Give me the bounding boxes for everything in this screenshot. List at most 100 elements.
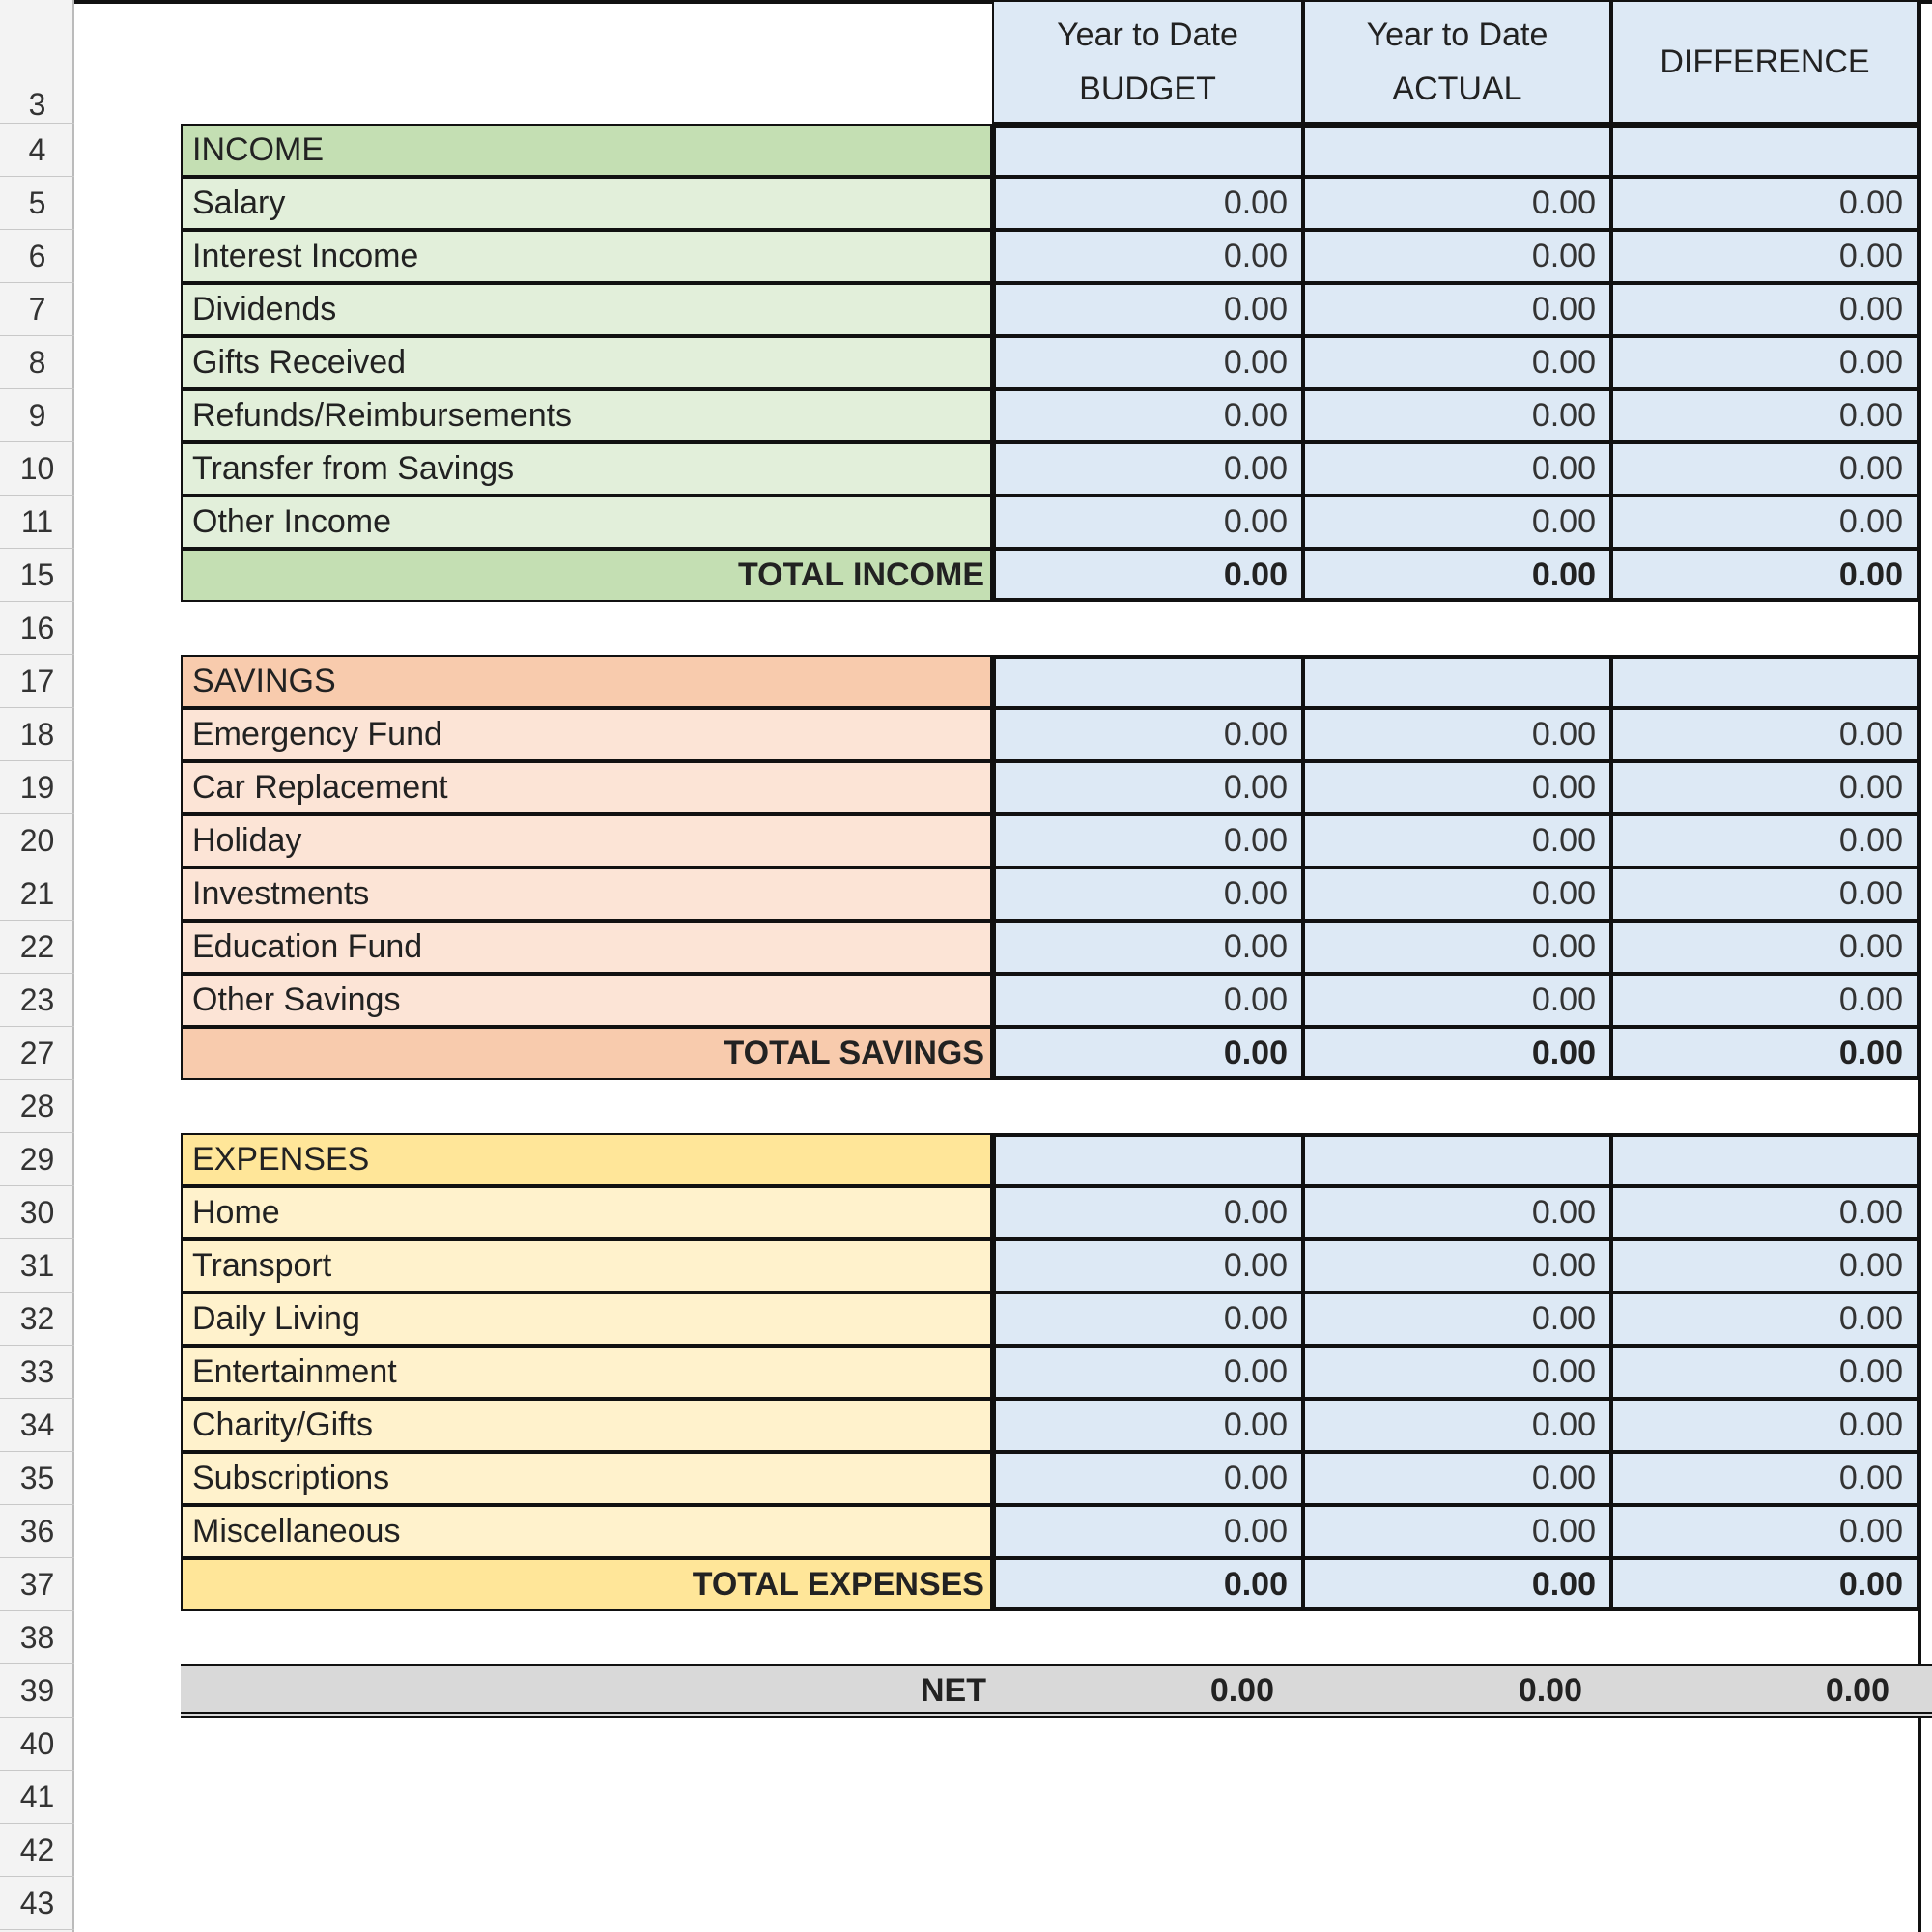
row-number: 34 — [0, 1399, 74, 1452]
row-number: 11 — [0, 496, 74, 549]
value-cell[interactable]: 0.00 — [1303, 1186, 1611, 1239]
header-text: DIFFERENCE — [1660, 43, 1870, 80]
value-cell[interactable]: 0.00 — [1303, 1346, 1611, 1399]
total-value: 0.00 — [1611, 1027, 1918, 1080]
value-cell[interactable]: 0.00 — [1611, 974, 1918, 1027]
value-cell[interactable]: 0.00 — [992, 1399, 1303, 1452]
value-cell[interactable]: 0.00 — [992, 496, 1303, 549]
value-cell[interactable]: 0.00 — [1303, 761, 1611, 814]
row-label: Investments — [181, 867, 992, 921]
value-cell[interactable]: 0.00 — [1611, 1186, 1918, 1239]
value-cell[interactable]: 0.00 — [992, 974, 1303, 1027]
row-number: 42 — [0, 1824, 74, 1877]
row-number: 28 — [0, 1080, 74, 1133]
value-cell[interactable]: 0.00 — [1303, 814, 1611, 867]
row-number: 5 — [0, 177, 74, 230]
total-label: TOTAL SAVINGS — [181, 1027, 992, 1080]
value-cell — [1303, 1133, 1611, 1186]
total-label: TOTAL EXPENSES — [181, 1558, 992, 1611]
value-cell[interactable]: 0.00 — [1303, 867, 1611, 921]
row-number: 23 — [0, 974, 74, 1027]
row-number: 31 — [0, 1239, 74, 1293]
net-label: NET — [921, 1672, 986, 1709]
row-label: Daily Living — [181, 1293, 992, 1346]
value-cell[interactable]: 0.00 — [1611, 1399, 1918, 1452]
row-label: Transfer from Savings — [181, 442, 992, 496]
value-cell[interactable]: 0.00 — [1611, 814, 1918, 867]
value-cell[interactable]: 0.00 — [1303, 1452, 1611, 1505]
column-header: DIFFERENCE — [1611, 0, 1918, 124]
value-cell[interactable]: 0.00 — [1303, 177, 1611, 230]
row-number: 33 — [0, 1346, 74, 1399]
value-cell[interactable]: 0.00 — [1611, 1452, 1918, 1505]
row-number: 17 — [0, 655, 74, 708]
value-cell[interactable]: 0.00 — [1611, 1346, 1918, 1399]
value-cell[interactable]: 0.00 — [992, 708, 1303, 761]
value-cell[interactable]: 0.00 — [1303, 230, 1611, 283]
value-cell[interactable]: 0.00 — [992, 442, 1303, 496]
value-cell[interactable]: 0.00 — [992, 389, 1303, 442]
value-cell[interactable]: 0.00 — [1303, 1399, 1611, 1452]
value-cell[interactable]: 0.00 — [1611, 1239, 1918, 1293]
value-block-border — [992, 124, 1921, 602]
row-number: 30 — [0, 1186, 74, 1239]
value-cell[interactable]: 0.00 — [1303, 1239, 1611, 1293]
row-number: 8 — [0, 336, 74, 389]
value-cell[interactable]: 0.00 — [1611, 283, 1918, 336]
value-cell[interactable]: 0.00 — [992, 1505, 1303, 1558]
net-row — [181, 1664, 1932, 1718]
value-cell[interactable]: 0.00 — [1303, 1505, 1611, 1558]
value-cell[interactable]: 0.00 — [1303, 708, 1611, 761]
value-cell[interactable]: 0.00 — [1303, 1293, 1611, 1346]
value-cell[interactable]: 0.00 — [1611, 867, 1918, 921]
row-label: Entertainment — [181, 1346, 992, 1399]
value-cell[interactable]: 0.00 — [992, 1452, 1303, 1505]
row-number: 27 — [0, 1027, 74, 1080]
value-cell[interactable]: 0.00 — [1611, 442, 1918, 496]
row-number: 43 — [0, 1877, 74, 1930]
value-cell[interactable]: 0.00 — [1611, 708, 1918, 761]
row-number: 15 — [0, 549, 74, 602]
value-cell[interactable]: 0.00 — [1303, 496, 1611, 549]
row-label: Charity/Gifts — [181, 1399, 992, 1452]
section-title: SAVINGS — [181, 655, 992, 708]
value-cell[interactable]: 0.00 — [1611, 1505, 1918, 1558]
value-cell[interactable]: 0.00 — [1611, 496, 1918, 549]
value-cell[interactable]: 0.00 — [992, 177, 1303, 230]
value-cell[interactable]: 0.00 — [1611, 389, 1918, 442]
value-cell[interactable]: 0.00 — [992, 1346, 1303, 1399]
value-cell[interactable]: 0.00 — [1303, 974, 1611, 1027]
value-cell[interactable]: 0.00 — [1611, 921, 1918, 974]
value-cell[interactable]: 0.00 — [992, 1186, 1303, 1239]
value-cell[interactable]: 0.00 — [992, 1239, 1303, 1293]
value-cell[interactable]: 0.00 — [1303, 336, 1611, 389]
value-cell[interactable]: 0.00 — [992, 230, 1303, 283]
row-number: 19 — [0, 761, 74, 814]
value-cell[interactable]: 0.00 — [1611, 761, 1918, 814]
value-block-border — [992, 655, 1921, 1080]
total-value: 0.00 — [1303, 1027, 1611, 1080]
value-cell[interactable]: 0.00 — [992, 814, 1303, 867]
row-number: 18 — [0, 708, 74, 761]
value-cell[interactable]: 0.00 — [1303, 283, 1611, 336]
row-label: Salary — [181, 177, 992, 230]
row-label: Subscriptions — [181, 1452, 992, 1505]
row-number: 35 — [0, 1452, 74, 1505]
value-cell[interactable]: 0.00 — [1611, 177, 1918, 230]
value-cell[interactable]: 0.00 — [1611, 230, 1918, 283]
value-cell[interactable]: 0.00 — [1303, 389, 1611, 442]
value-cell[interactable]: 0.00 — [1611, 1293, 1918, 1346]
row-number: 7 — [0, 283, 74, 336]
header-text: ACTUAL — [1392, 71, 1522, 107]
value-cell[interactable]: 0.00 — [992, 921, 1303, 974]
value-cell[interactable]: 0.00 — [1303, 442, 1611, 496]
row-number: 6 — [0, 230, 74, 283]
value-cell[interactable]: 0.00 — [992, 1293, 1303, 1346]
row-number: 22 — [0, 921, 74, 974]
row-label: Education Fund — [181, 921, 992, 974]
value-cell[interactable]: 0.00 — [1303, 921, 1611, 974]
row-number: 38 — [0, 1611, 74, 1664]
total-value: 0.00 — [1303, 1558, 1611, 1611]
value-cell[interactable]: 0.00 — [992, 336, 1303, 389]
